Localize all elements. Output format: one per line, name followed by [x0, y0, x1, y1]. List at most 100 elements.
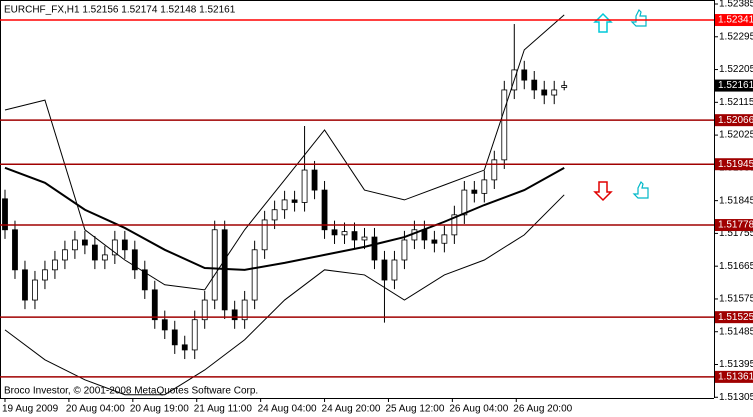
- footer: Broco Investor, © 2001-2008 MetaQuotes S…: [4, 386, 258, 397]
- candle-body: [2, 198, 8, 231]
- candle-body: [341, 231, 348, 236]
- thumb-icon: [632, 180, 649, 199]
- thumb-icon: [630, 8, 647, 27]
- indicator-line: [4, 194, 565, 396]
- y-tick-label: 1.51665: [719, 261, 753, 272]
- x-tick-label: 24 Aug 04:00: [258, 404, 317, 415]
- y-tick-label: 1.51395: [719, 359, 753, 370]
- candle-body: [471, 189, 478, 194]
- candle-body: [171, 329, 178, 346]
- y-tick-label: 1.52025: [719, 130, 753, 141]
- y-tick-label: 1.52295: [719, 31, 753, 42]
- candle-body: [191, 319, 198, 351]
- level-label-bg: [715, 14, 753, 27]
- candle-body: [81, 239, 88, 246]
- candle-body: [42, 269, 48, 281]
- candle-body: [461, 189, 468, 216]
- candle-body: [311, 169, 318, 191]
- y-tick-label: 1.52205: [719, 64, 753, 75]
- candle-body: [231, 309, 238, 321]
- candle-body: [151, 289, 158, 321]
- level-label-bg: [715, 370, 753, 383]
- candle-body: [52, 259, 58, 271]
- candle-body: [12, 229, 18, 271]
- candle-body: [441, 234, 448, 244]
- candle-body: [561, 85, 568, 88]
- candle-body: [111, 239, 118, 256]
- candle-body: [521, 69, 528, 81]
- candle-body: [291, 199, 298, 203]
- y-tick-label: 1.51755: [719, 228, 753, 239]
- candle-body: [301, 169, 308, 203]
- level-label: 1.51361: [718, 372, 753, 383]
- last-price-label: 1.52161: [718, 80, 753, 91]
- candle-body: [481, 179, 488, 194]
- level-label-bg: [715, 219, 753, 232]
- candle-body: [321, 189, 328, 231]
- x-tick-label: 24 Aug 20:00: [322, 404, 381, 415]
- y-tick-label: 1.51305: [719, 392, 753, 403]
- candle-body: [22, 269, 28, 301]
- x-tick-label: 26 Aug 04:00: [449, 404, 508, 415]
- x-tick-label: 20 Aug 19:00: [130, 404, 189, 415]
- plot: [0, 14, 714, 396]
- candle-body: [551, 89, 558, 96]
- candle-body: [531, 79, 538, 91]
- candle-body: [421, 229, 428, 241]
- x-tick-label: 21 Aug 11:00: [194, 404, 253, 415]
- x-tick-label: 19 Aug 2009: [2, 404, 59, 415]
- candle-body: [161, 319, 168, 331]
- candle-body: [32, 279, 38, 301]
- candle-body: [91, 244, 98, 261]
- indicator-line: [4, 14, 565, 291]
- y-tick-label: 1.52385: [719, 0, 753, 10]
- level-label: 1.52066: [718, 115, 753, 126]
- candle-body: [181, 344, 188, 351]
- x-tick-label: 25 Aug 12:00: [385, 404, 444, 415]
- chart-title: EURCHF_FX,H1 1.52156 1.52174 1.52148 1.5…: [4, 5, 236, 16]
- candle-body: [201, 299, 208, 321]
- candle-body: [271, 209, 278, 221]
- level-label-bg: [715, 114, 753, 127]
- y-tick-label: 1.51485: [719, 326, 753, 337]
- level-label: 1.51945: [718, 159, 753, 170]
- candle-body: [361, 236, 368, 241]
- candle-body: [381, 259, 388, 281]
- y-tick-label: 1.51575: [719, 294, 753, 305]
- level-label: 1.51525: [718, 312, 753, 323]
- candle-body: [211, 229, 218, 301]
- candle-body: [131, 249, 138, 271]
- candle-body: [491, 159, 498, 181]
- down-arrow: [593, 181, 613, 202]
- indicator-line: [4, 166, 565, 271]
- candle-body: [391, 259, 398, 281]
- level-label-bg: [715, 158, 753, 171]
- candle-body: [431, 239, 438, 244]
- candle-body: [541, 89, 548, 96]
- up-arrow: [593, 12, 613, 33]
- candle-body: [331, 229, 338, 236]
- level-label-bg: [715, 311, 753, 324]
- candle-body: [121, 239, 128, 251]
- candle-body: [261, 219, 268, 251]
- x-tick-label: 20 Aug 04:00: [66, 404, 125, 415]
- candle-body: [351, 231, 358, 241]
- candle-body: [141, 269, 148, 291]
- level-label: 1.51778: [718, 220, 753, 231]
- candle-body: [371, 236, 378, 261]
- candle-body: [281, 199, 288, 211]
- candle-body: [501, 89, 508, 161]
- y-tick-label: 1.52115: [719, 97, 753, 108]
- candle-body: [241, 299, 248, 321]
- candle-body: [101, 254, 108, 261]
- last-price-bg: [715, 79, 753, 92]
- level-label: 1.52341: [718, 15, 753, 26]
- candle-body: [71, 239, 78, 251]
- candle-body: [62, 249, 68, 261]
- x-tick-label: 26 Aug 20:00: [513, 404, 572, 415]
- y-tick-label: 1.51845: [719, 195, 753, 206]
- candle-body: [401, 239, 408, 261]
- candle-body: [251, 249, 258, 301]
